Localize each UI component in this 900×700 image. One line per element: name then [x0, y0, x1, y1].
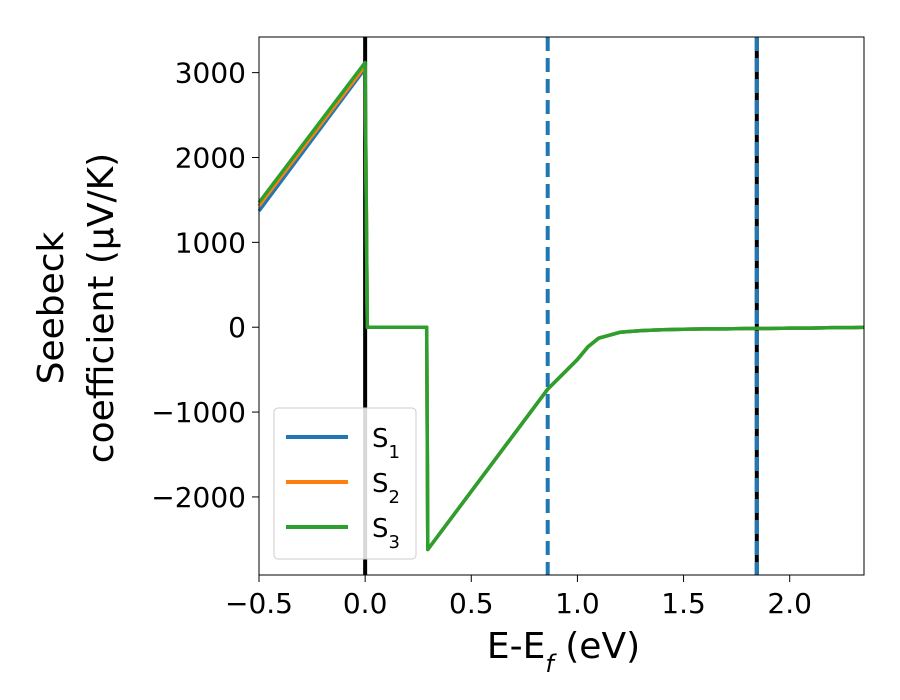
x-axis-label: E-Ef (eV)	[487, 626, 640, 678]
x-tick-label: 0.0	[343, 587, 388, 620]
x-tick-label: 1.5	[661, 587, 706, 620]
legend: S1 S2 S3	[273, 407, 417, 560]
y-tick-label: 1000	[175, 226, 246, 259]
vertical-lines	[363, 37, 759, 575]
x-axis-label-unit: (eV)	[554, 626, 640, 667]
y-tick-label: 0	[228, 311, 246, 344]
y-tick-label: −2000	[151, 481, 246, 514]
x-tick-label: −0.5	[225, 587, 293, 620]
series-line-3	[257, 60, 865, 552]
y-axis-label-line1: Seebeck	[31, 231, 72, 384]
legend-label-1: S1	[372, 424, 400, 463]
legend-label-3: S3	[372, 514, 400, 553]
x-tick-label: 2.0	[767, 587, 812, 620]
y-tick-label: 2000	[175, 141, 246, 174]
x-tick-label: 0.5	[449, 587, 494, 620]
legend-items: S1 S2 S3	[286, 424, 400, 553]
x-axis-label-main: E-E	[487, 626, 545, 667]
series-lines	[257, 60, 865, 552]
y-axis-label: Seebeck coefficient (μV/K)	[31, 153, 122, 463]
y-tick-label: 3000	[175, 57, 246, 90]
y-tick-label: −1000	[151, 396, 246, 429]
x-tick-label: 1.0	[555, 587, 600, 620]
legend-label-2: S2	[372, 469, 400, 508]
y-axis-ticks: −2000 −1000 0 1000 2000 3000	[151, 57, 259, 514]
x-axis-ticks: −0.5 0.0 0.5 1.0 1.5 2.0	[225, 575, 812, 620]
plot-frame	[258, 36, 865, 576]
y-axis-label-line2: coefficient (μV/K)	[81, 153, 122, 463]
